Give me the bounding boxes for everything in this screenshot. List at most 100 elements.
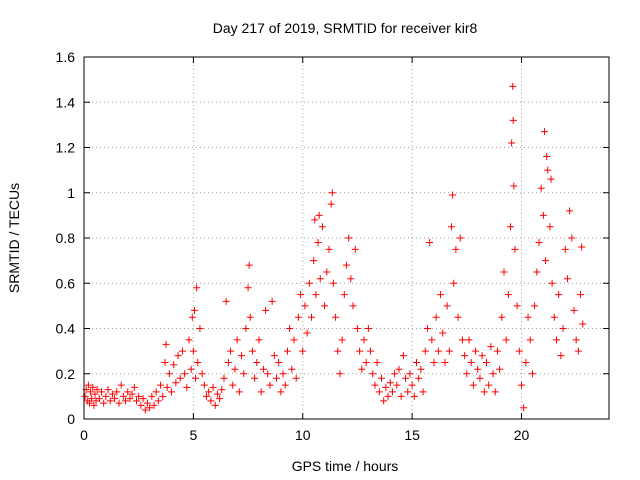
data-point <box>85 399 93 407</box>
data-point <box>448 223 455 231</box>
data-point <box>188 313 196 321</box>
data-point <box>321 302 329 310</box>
data-point <box>91 390 99 398</box>
data-point <box>220 374 228 382</box>
data-point <box>315 211 323 219</box>
data-point <box>128 390 136 398</box>
data-point <box>286 325 294 332</box>
data-point <box>347 275 355 283</box>
data-point <box>275 358 283 366</box>
data-point <box>183 383 191 391</box>
data-point <box>395 365 403 373</box>
data-point <box>570 306 578 314</box>
data-point <box>168 388 175 396</box>
data-point <box>162 340 170 348</box>
data-point <box>351 245 359 253</box>
data-point <box>493 347 501 355</box>
data-point <box>152 388 160 396</box>
data-point <box>574 347 582 355</box>
data-point <box>340 291 348 299</box>
data-point <box>126 395 134 403</box>
data-point <box>456 234 464 242</box>
data-point <box>487 343 495 351</box>
data-point <box>553 336 560 344</box>
data-point <box>334 347 342 355</box>
data-point <box>472 347 480 355</box>
data-point <box>98 388 105 396</box>
data-point <box>81 392 89 400</box>
data-point <box>279 370 287 378</box>
data-point <box>190 306 198 314</box>
data-point <box>358 365 366 373</box>
data-point <box>108 390 116 398</box>
data-point <box>102 392 110 400</box>
data-point <box>561 245 569 253</box>
data-layer <box>81 82 587 414</box>
data-point <box>318 223 326 231</box>
data-point <box>216 395 224 403</box>
data-point <box>437 291 445 299</box>
data-point <box>520 404 528 412</box>
data-point <box>257 388 265 396</box>
data-point <box>332 313 340 321</box>
data-point <box>207 397 215 405</box>
data-point <box>294 313 302 321</box>
data-point <box>273 374 280 382</box>
data-point <box>161 358 169 366</box>
data-point <box>314 239 322 247</box>
data-point <box>522 358 530 366</box>
data-point <box>141 406 149 414</box>
data-point <box>380 397 388 405</box>
data-point <box>281 381 289 389</box>
data-point <box>498 313 506 321</box>
data-point <box>480 388 488 396</box>
data-point <box>388 388 396 396</box>
data-point <box>253 358 261 366</box>
data-point <box>88 395 96 403</box>
data-point <box>238 352 245 360</box>
data-point <box>364 325 372 332</box>
data-point <box>297 291 305 299</box>
data-point <box>246 313 254 321</box>
x-tick-label: 5 <box>189 427 197 443</box>
data-point <box>508 139 516 147</box>
data-point <box>185 336 193 344</box>
data-point <box>338 336 346 344</box>
data-point <box>349 302 357 310</box>
data-point <box>507 223 515 231</box>
data-point <box>458 336 466 344</box>
data-point <box>413 358 420 366</box>
data-point <box>566 207 574 215</box>
data-point <box>426 239 434 247</box>
data-point <box>465 336 473 344</box>
data-point <box>578 243 586 251</box>
x-tick-label: 20 <box>514 427 530 443</box>
data-point <box>502 336 510 344</box>
data-point <box>209 383 217 391</box>
data-point <box>245 261 253 269</box>
data-point <box>415 374 423 382</box>
data-point <box>547 175 555 183</box>
data-point <box>428 336 436 344</box>
data-point <box>301 302 309 310</box>
data-point <box>181 370 189 378</box>
y-tick-label: 1 <box>67 185 75 201</box>
data-point <box>146 404 154 412</box>
data-point <box>148 392 156 400</box>
data-point <box>399 352 407 360</box>
data-point <box>336 370 344 378</box>
data-point <box>139 395 147 403</box>
data-point <box>290 336 298 344</box>
data-point <box>262 306 270 314</box>
data-point <box>305 279 313 287</box>
data-point <box>469 381 477 389</box>
data-point <box>421 347 429 355</box>
data-point <box>229 381 237 389</box>
data-point <box>555 291 563 299</box>
data-point <box>329 279 337 287</box>
data-point <box>106 397 114 405</box>
data-point <box>386 379 394 387</box>
y-tick-label: 1.4 <box>56 94 76 110</box>
data-point <box>509 116 517 124</box>
data-point <box>283 347 291 355</box>
